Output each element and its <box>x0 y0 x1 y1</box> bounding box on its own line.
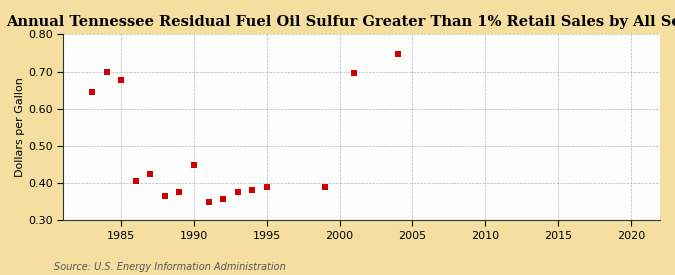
Point <box>247 188 258 192</box>
Text: Source: U.S. Energy Information Administration: Source: U.S. Energy Information Administ… <box>54 262 286 272</box>
Point <box>320 185 331 189</box>
Point <box>349 71 360 76</box>
Point <box>86 90 97 94</box>
Point <box>218 197 229 201</box>
Point <box>130 179 141 183</box>
Point <box>145 172 156 176</box>
Point <box>159 194 170 198</box>
Title: Annual Tennessee Residual Fuel Oil Sulfur Greater Than 1% Retail Sales by All Se: Annual Tennessee Residual Fuel Oil Sulfu… <box>6 15 675 29</box>
Y-axis label: Dollars per Gallon: Dollars per Gallon <box>15 77 25 177</box>
Point <box>101 69 112 74</box>
Point <box>116 78 127 82</box>
Point <box>392 51 403 56</box>
Point <box>174 190 185 195</box>
Point <box>203 200 214 204</box>
Point <box>188 162 199 167</box>
Point <box>232 190 243 195</box>
Point <box>261 185 272 189</box>
